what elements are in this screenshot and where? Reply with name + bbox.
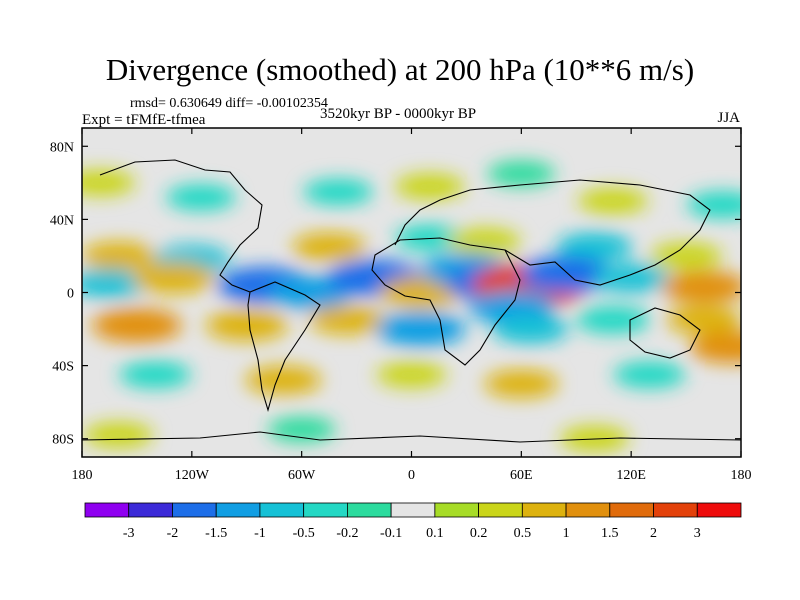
period-label: 3520kyr BP - 0000kyr BP: [320, 106, 477, 122]
stats-text: rmsd= 0.630649 diff= -0.00102354: [130, 96, 328, 111]
coastline-north-america: [99, 159, 263, 293]
colorbar-swatch: [653, 502, 698, 518]
x-tick-label: 60W: [288, 468, 316, 483]
x-tick-label: 0: [408, 468, 415, 483]
colorbar-swatch: [521, 502, 567, 518]
field-anomaly-1: [82, 169, 136, 196]
colorbar-label: -1: [254, 526, 266, 541]
field-anomaly-5: [487, 160, 556, 187]
colorbar: -3 -2 -1.5 -1 -0.5 -0.2 -0.1 0.1 0.2 0.5 1 1.5 2 3: [84, 502, 742, 541]
field-anomaly-27: [91, 308, 182, 343]
field-anomaly-12: [448, 227, 521, 255]
field-anomaly-28: [205, 309, 288, 341]
field-anomaly-33: [575, 305, 650, 334]
field-anomaly-13: [556, 232, 633, 262]
chart-title: Divergence (smoothed) at 200 hPa (10**6 …: [105, 52, 695, 87]
x-tick-label: 60E: [510, 468, 533, 483]
y-tick-label: 80S: [52, 433, 74, 448]
field-anomaly-25: [593, 263, 670, 293]
x-tick-label: 120E: [616, 468, 646, 483]
field-anomaly-40: [689, 331, 741, 364]
colorbar-swatch: [565, 502, 611, 518]
field-anomaly-41: [83, 421, 154, 449]
colorbar-swatch: [434, 502, 479, 518]
y-tick-label: 40N: [50, 213, 74, 228]
colorbar-swatch: [696, 502, 742, 518]
field-anomaly-15: [82, 269, 148, 298]
colorbar-label: 0.5: [514, 526, 532, 541]
coastline-antarctica: [82, 431, 741, 443]
coastline-africa: [371, 237, 521, 366]
field-anomaly-42: [267, 416, 336, 443]
map-axes: 180 120W 60W 0 60E 120E 180 80N 40N 0 40S 80S: [50, 128, 752, 483]
coastline-europe-asia: [394, 179, 711, 286]
experiment-label: Expt = tFMfE-tfmea: [82, 112, 206, 128]
field-anomaly-32: [492, 314, 569, 344]
colorbar-label: -0.2: [336, 526, 358, 541]
field-anomaly-6: [577, 187, 648, 215]
colorbar-label: -1.5: [205, 526, 227, 541]
season-label: JJA: [717, 110, 740, 126]
field-anomaly-10: [292, 232, 367, 261]
x-tick-label: 120W: [175, 468, 210, 483]
field-anomaly-2: [166, 184, 236, 211]
x-tick-label: 180: [731, 468, 752, 483]
field-anomaly-3: [303, 178, 374, 206]
colorbar-swatch: [84, 502, 130, 518]
coastline-australia: [629, 307, 701, 359]
divergence-field: [82, 160, 741, 452]
field-anomaly-26: [661, 270, 741, 304]
field-anomaly-35: [119, 361, 192, 389]
y-tick-label: 0: [67, 287, 74, 302]
colorbar-swatch: [215, 502, 261, 518]
coastline-south-america: [247, 281, 321, 412]
field-anomaly-36: [245, 365, 322, 395]
field-anomaly-16: [132, 262, 215, 294]
colorbar-label: 3: [694, 526, 701, 541]
colorbar-swatch: [128, 502, 173, 518]
colorbar-swatch: [303, 502, 348, 518]
colorbar-swatch: [390, 502, 436, 518]
field-anomaly-11: [394, 224, 465, 251]
colorbar-label: -0.1: [380, 526, 402, 541]
field-anomaly-30: [375, 311, 466, 347]
colorbar-label: -3: [123, 526, 135, 541]
field-anomaly-39: [613, 361, 686, 389]
colorbar-label: 1: [563, 526, 570, 541]
field-anomaly-29: [309, 305, 386, 335]
colorbar-label: 0.2: [470, 526, 488, 541]
colorbar-label: 1.5: [601, 526, 619, 541]
field-anomaly-37: [376, 361, 447, 388]
colorbar-swatch: [346, 502, 392, 518]
field-anomaly-34: [666, 305, 741, 335]
colorbar-label: -0.5: [293, 526, 315, 541]
coastlines: [82, 159, 741, 443]
colorbar-swatch: [259, 502, 305, 518]
colorbar-swatch: [172, 502, 217, 518]
x-tick-label: 180: [72, 468, 93, 483]
field-anomaly-7: [686, 191, 741, 219]
colorbar-label: 0.1: [426, 526, 444, 541]
field-anomaly-14: [650, 242, 723, 270]
colorbar-label: 2: [650, 526, 657, 541]
colorbar-label: -2: [167, 526, 179, 541]
y-tick-label: 80N: [50, 140, 74, 155]
field-anomaly-8: [82, 241, 156, 270]
field-anomaly-38: [484, 369, 559, 398]
colorbar-swatch: [478, 502, 523, 518]
y-tick-label: 40S: [52, 360, 74, 375]
colorbar-swatch: [609, 502, 654, 518]
field-anomaly-4: [394, 173, 465, 200]
